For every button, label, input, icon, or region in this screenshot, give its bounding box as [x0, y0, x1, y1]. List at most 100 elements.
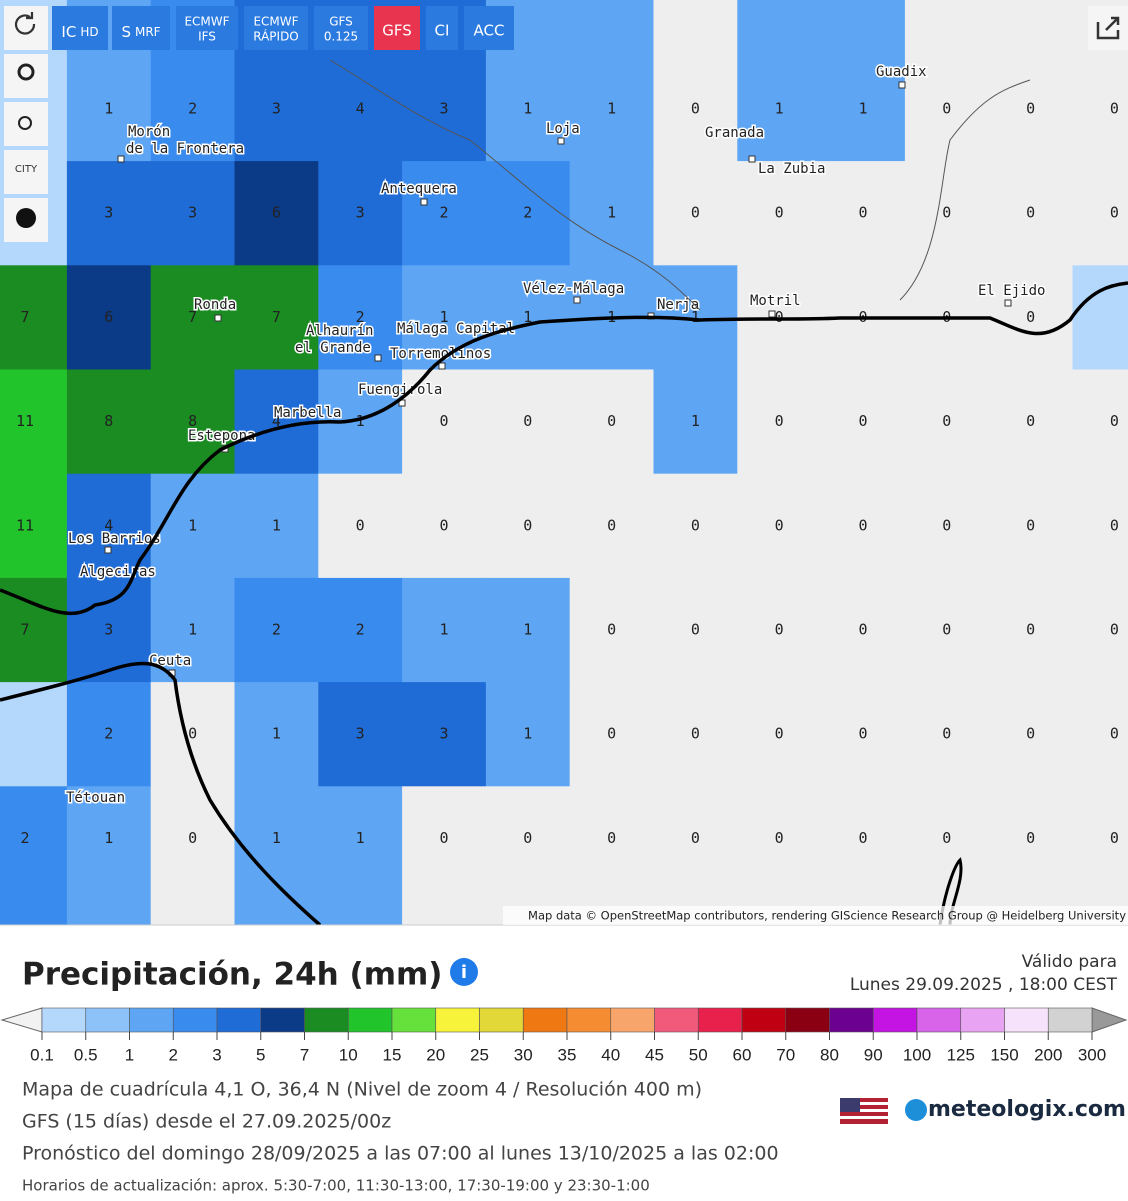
place-label: el Grande [295, 340, 371, 356]
info-line: Mapa de cuadrícula 4,1 O, 36,4 N (Nivel … [22, 1079, 702, 1101]
grid-value: 3 [439, 100, 448, 118]
grid-value: 1 [523, 725, 532, 743]
grid-value: 0 [188, 829, 197, 847]
legend-label: 2 [169, 1045, 178, 1064]
grid-value: 0 [691, 621, 700, 639]
zoom-button[interactable] [4, 102, 48, 146]
button-label: CI [435, 22, 450, 40]
grid-value: 0 [691, 204, 700, 222]
grid-cell [1073, 578, 1128, 683]
legend-label: 0.5 [74, 1045, 98, 1064]
grid-value: 7 [20, 621, 29, 639]
legend-swatch [523, 1008, 567, 1032]
legend-swatch [130, 1008, 174, 1032]
legend-swatch [436, 1008, 480, 1032]
grid-cell [905, 786, 989, 925]
legend-swatch [961, 1008, 1005, 1032]
valid-date: Lunes 29.09.2025 , 18:00 CEST [850, 975, 1118, 995]
grid-value: 0 [607, 621, 616, 639]
grid-value: 3 [439, 725, 448, 743]
grid-value: 0 [942, 516, 951, 534]
grid-value: 0 [607, 725, 616, 743]
grid-value: 0 [942, 412, 951, 430]
label: HD [80, 25, 98, 39]
grid-value: 0 [691, 100, 700, 118]
legend-swatch [392, 1008, 436, 1032]
grid-value: 1 [775, 100, 784, 118]
legend-swatch [1048, 1008, 1092, 1032]
place-label: Algeciras [80, 564, 156, 580]
place-marker [421, 199, 427, 205]
grid-cell [570, 786, 654, 925]
place-marker [375, 355, 381, 361]
grid-value: 0 [188, 725, 197, 743]
grid-cell [1073, 682, 1128, 787]
flag-stripe [840, 1116, 888, 1119]
grid-value: 3 [188, 204, 197, 222]
place-marker [1005, 300, 1011, 306]
grid-value: 1 [356, 829, 365, 847]
legend-label: 30 [514, 1045, 533, 1064]
grid-value: 0 [858, 204, 867, 222]
grid-value: 0 [775, 516, 784, 534]
place-label: Alhaurín [306, 323, 373, 339]
city-icon: CITY [15, 164, 38, 175]
grid-value: 11 [16, 516, 34, 534]
place-label: de la Frontera [126, 141, 244, 157]
grid-value: 7 [272, 308, 281, 326]
grid-value: 1 [607, 100, 616, 118]
button-label: GFS [382, 22, 412, 40]
place-label: Los Barrios [68, 531, 161, 547]
place-label: Antequera [381, 181, 457, 197]
attribution: Map data © OpenStreetMap contributors, r… [503, 906, 1128, 925]
grid-value: 0 [775, 621, 784, 639]
place-marker [749, 156, 755, 162]
legend-label: 20 [426, 1045, 445, 1064]
button-label: ECMWF [253, 15, 298, 29]
refresh-button[interactable] [4, 6, 48, 50]
location-button[interactable] [4, 54, 48, 98]
grid-value: 7 [20, 308, 29, 326]
grid-value: 0 [1110, 621, 1119, 639]
legend-swatch [567, 1008, 611, 1032]
grid-value: 0 [691, 829, 700, 847]
legend-label: 35 [558, 1045, 577, 1064]
legend-swatch [305, 1008, 349, 1032]
legend-label: 3 [212, 1045, 221, 1064]
grid-value: 0 [858, 412, 867, 430]
grid-value: 0 [775, 204, 784, 222]
grid-value: 0 [523, 829, 532, 847]
grid-value: 1 [104, 829, 113, 847]
legend-swatch [655, 1008, 699, 1032]
legend-label: 0.1 [30, 1045, 54, 1064]
label: S [121, 23, 131, 41]
grid-value: 2 [439, 204, 448, 222]
grid-value: 1 [272, 829, 281, 847]
place-label: Granada [705, 125, 764, 141]
grid-value: 3 [104, 621, 113, 639]
place-label: La Zubia [758, 161, 825, 177]
legend-swatch [480, 1008, 524, 1032]
grid-value: 0 [942, 725, 951, 743]
grid-value: 1 [188, 516, 197, 534]
grid-value: 6 [104, 308, 113, 326]
place-label: Motril [750, 293, 801, 309]
button-label: GFS [329, 15, 353, 29]
button-label: IFS [198, 30, 216, 44]
legend-label: 40 [601, 1045, 620, 1064]
legend-label: 70 [776, 1045, 795, 1064]
grid-value: 0 [1026, 100, 1035, 118]
grid-value: 0 [1110, 725, 1119, 743]
title: Precipitación, 24h (mm) [22, 957, 442, 993]
grid-value: 0 [356, 516, 365, 534]
grid-value: 1 [523, 100, 532, 118]
legend-label: 15 [383, 1045, 402, 1064]
info-glyph: i [461, 962, 467, 983]
grid-value: 4 [356, 100, 365, 118]
button-label: ECMWF [184, 15, 229, 29]
grid-value: 0 [1110, 516, 1119, 534]
button-label: RÁPIDO [253, 29, 299, 44]
grid-cell [151, 786, 235, 925]
